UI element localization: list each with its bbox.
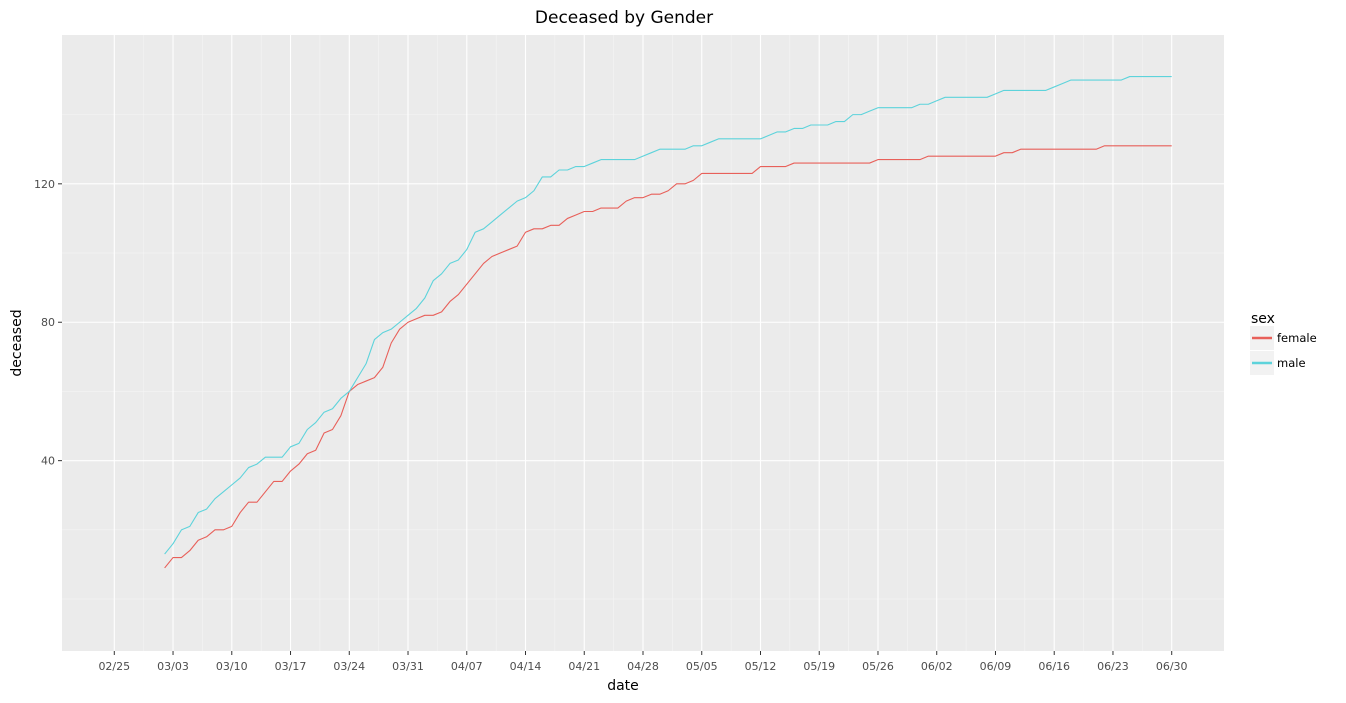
- x-axis: 02/25 03/03 03/10 03/17 03/24 03/31 04/07 04/14…: [98, 651, 1188, 673]
- legend-label-female: female: [1277, 331, 1317, 345]
- y-tick-label: 80: [41, 316, 55, 329]
- x-tick-label: 06/09: [980, 660, 1012, 673]
- x-tick-label: 02/25: [98, 660, 130, 673]
- x-tick-label: 04/14: [510, 660, 542, 673]
- x-tick-label: 03/31: [392, 660, 424, 673]
- y-tick-label: 120: [34, 178, 55, 191]
- x-tick-label: 05/26: [862, 660, 894, 673]
- major-gridlines: [62, 35, 1224, 651]
- x-tick-label: 03/03: [157, 660, 189, 673]
- series-line-female: [164, 145, 1172, 569]
- x-tick-label: 03/24: [333, 660, 365, 673]
- x-tick-label: 04/28: [627, 660, 659, 673]
- x-tick-label: 06/16: [1038, 660, 1070, 673]
- legend-title: sex: [1251, 311, 1275, 327]
- x-axis-title: date: [607, 678, 639, 694]
- x-tick-label: 03/17: [275, 660, 307, 673]
- x-tick-label: 06/30: [1156, 660, 1188, 673]
- x-tick-label: 05/12: [745, 660, 777, 673]
- x-tick-label: 05/05: [686, 660, 718, 673]
- series-lines: [164, 76, 1172, 569]
- y-axis: 40 80 120: [34, 178, 62, 468]
- legend: sex female male: [1250, 311, 1317, 375]
- x-tick-label: 04/21: [568, 660, 600, 673]
- y-tick-label: 40: [41, 455, 55, 468]
- x-tick-label: 04/07: [451, 660, 483, 673]
- x-tick-label: 06/23: [1097, 660, 1129, 673]
- chart-title: Deceased by Gender: [535, 8, 713, 28]
- x-tick-label: 03/10: [216, 660, 248, 673]
- y-axis-title: deceased: [9, 309, 25, 376]
- legend-label-male: male: [1277, 356, 1306, 370]
- series-line-male: [164, 76, 1172, 555]
- x-tick-label: 06/02: [921, 660, 953, 673]
- x-tick-label: 05/19: [803, 660, 835, 673]
